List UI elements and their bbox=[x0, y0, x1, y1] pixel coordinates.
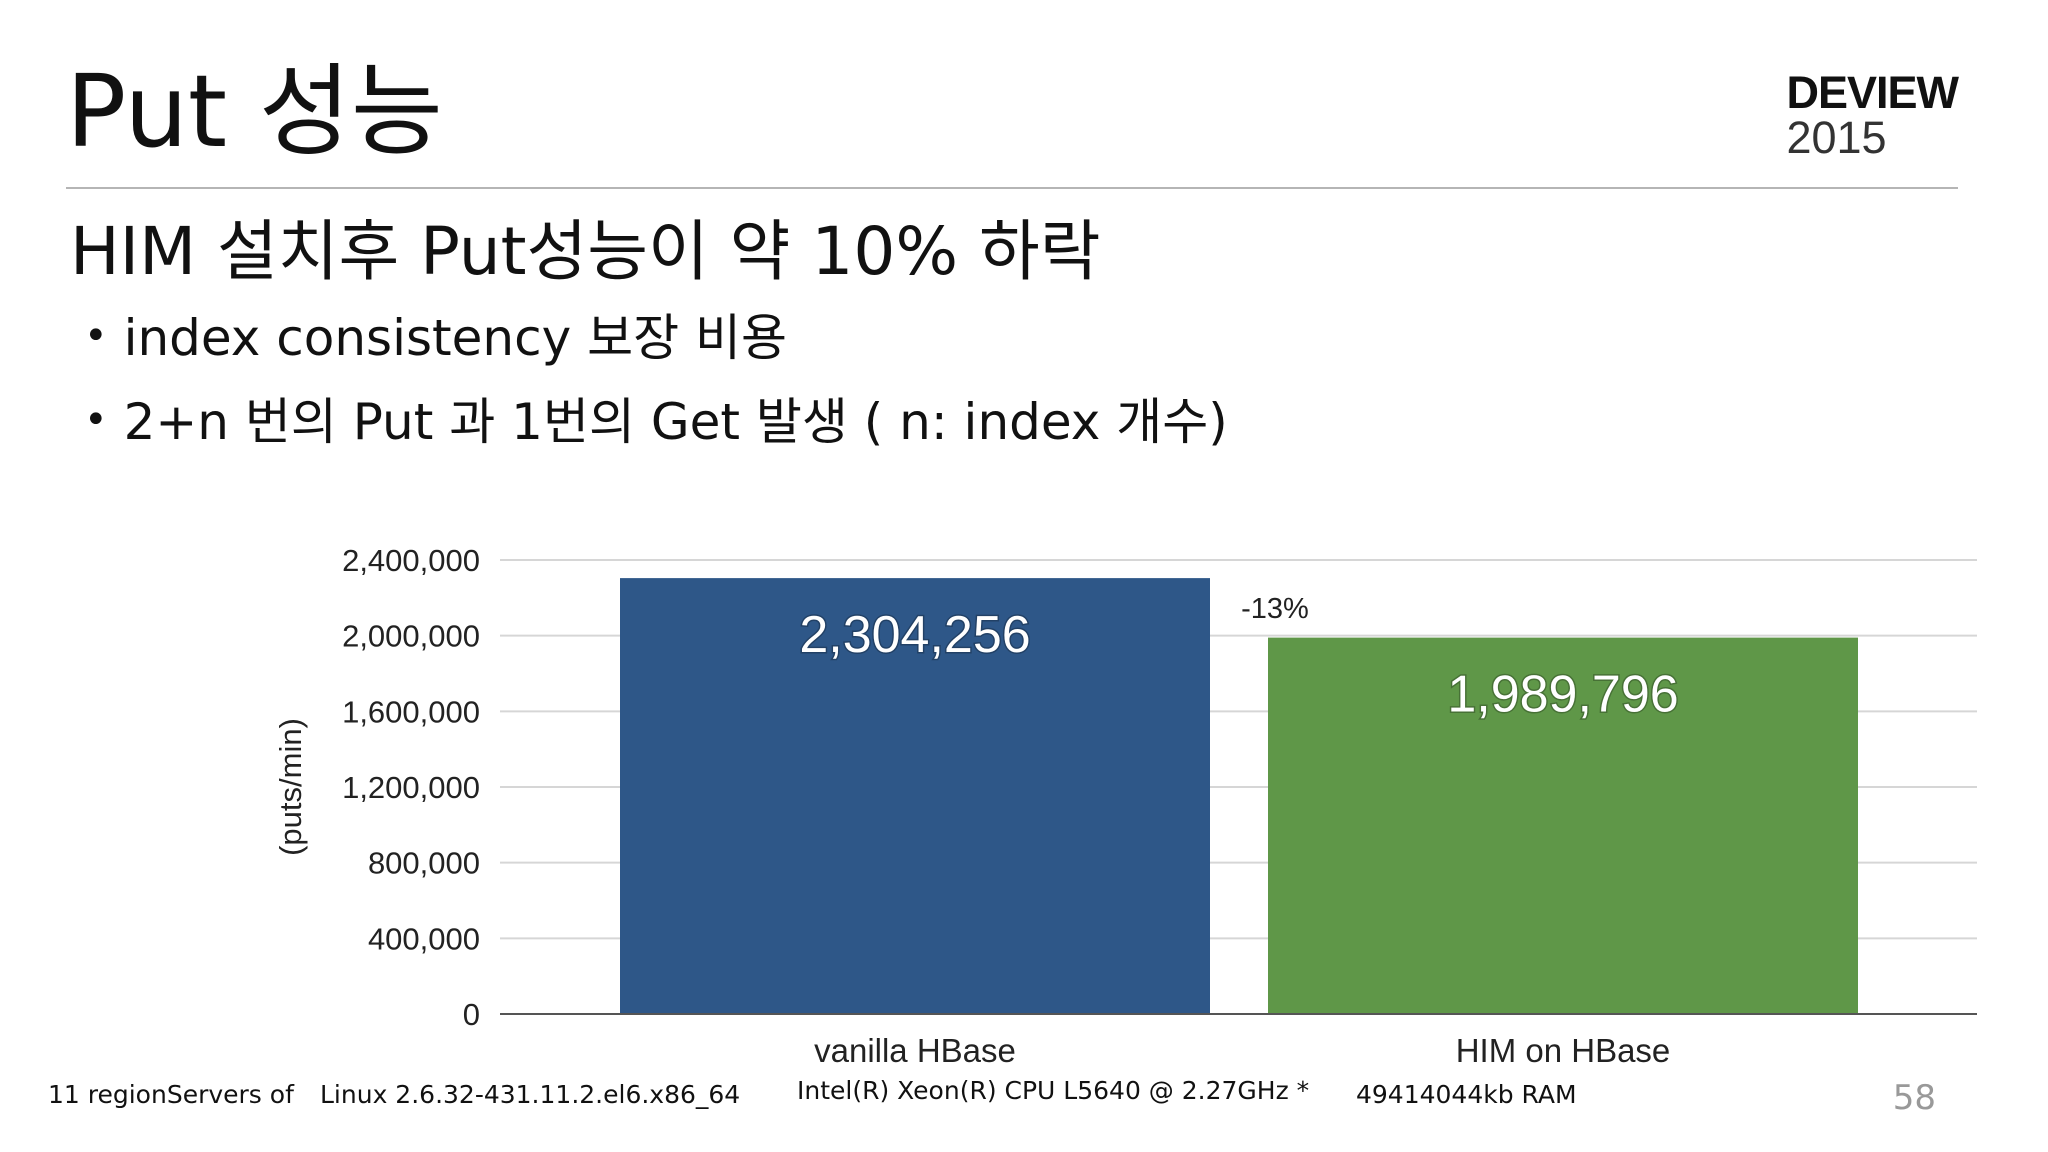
y-tick-label: 1,200,000 bbox=[342, 770, 480, 805]
y-tick-label: 1,600,000 bbox=[342, 694, 480, 729]
footer-servers: 11 regionServers of bbox=[48, 1080, 294, 1109]
bullet-text: index consistency 보장 비용 bbox=[123, 309, 787, 367]
bar bbox=[620, 578, 1210, 1014]
bullet-dot-icon: • bbox=[84, 397, 108, 443]
logo-year: 2015 bbox=[1786, 112, 1887, 163]
y-axis-label: (puts/min) bbox=[273, 718, 308, 856]
deview-logo: DEVIEW 2015 bbox=[1786, 67, 1959, 163]
slide-heading: HIM 설치후 Put성능이 약 10% 하락 bbox=[70, 213, 1101, 290]
footer-ram: 49414044kb RAM bbox=[1356, 1080, 1577, 1109]
bar-data-label: 1,989,796 bbox=[1447, 666, 1678, 724]
title-divider bbox=[66, 187, 1958, 189]
bullet-item: • index consistency 보장 비용 bbox=[84, 308, 787, 368]
slide-title: Put 성능 bbox=[66, 53, 443, 170]
chart-annotation: -13% bbox=[1241, 593, 1309, 625]
bullet-text: 2+n 번의 Put 과 1번의 Get 발생 ( n: index 개수) bbox=[123, 393, 1228, 451]
y-tick-label: 400,000 bbox=[368, 921, 480, 956]
bar-data-label: 2,304,256 bbox=[799, 606, 1030, 664]
x-category-label: HIM on HBase bbox=[1456, 1032, 1671, 1069]
y-tick-label: 0 bbox=[463, 997, 480, 1032]
x-category-label: vanilla HBase bbox=[814, 1032, 1016, 1069]
y-tick-label: 800,000 bbox=[368, 846, 480, 881]
footer-os: Linux 2.6.32-431.11.2.el6.x86_64 bbox=[320, 1080, 741, 1109]
page-number: 58 bbox=[1892, 1078, 1936, 1118]
bullet-item: • 2+n 번의 Put 과 1번의 Get 발생 ( n: index 개수) bbox=[84, 392, 1228, 452]
bullet-dot-icon: • bbox=[84, 313, 108, 359]
logo-text: DEVIEW bbox=[1786, 67, 1959, 118]
y-tick-label: 2,000,000 bbox=[342, 619, 480, 654]
bar bbox=[1268, 637, 1858, 1014]
y-tick-label: 2,400,000 bbox=[342, 543, 480, 578]
footer-cpu: Intel(R) Xeon(R) CPU L5640 @ 2.27GHz * bbox=[797, 1076, 1310, 1105]
